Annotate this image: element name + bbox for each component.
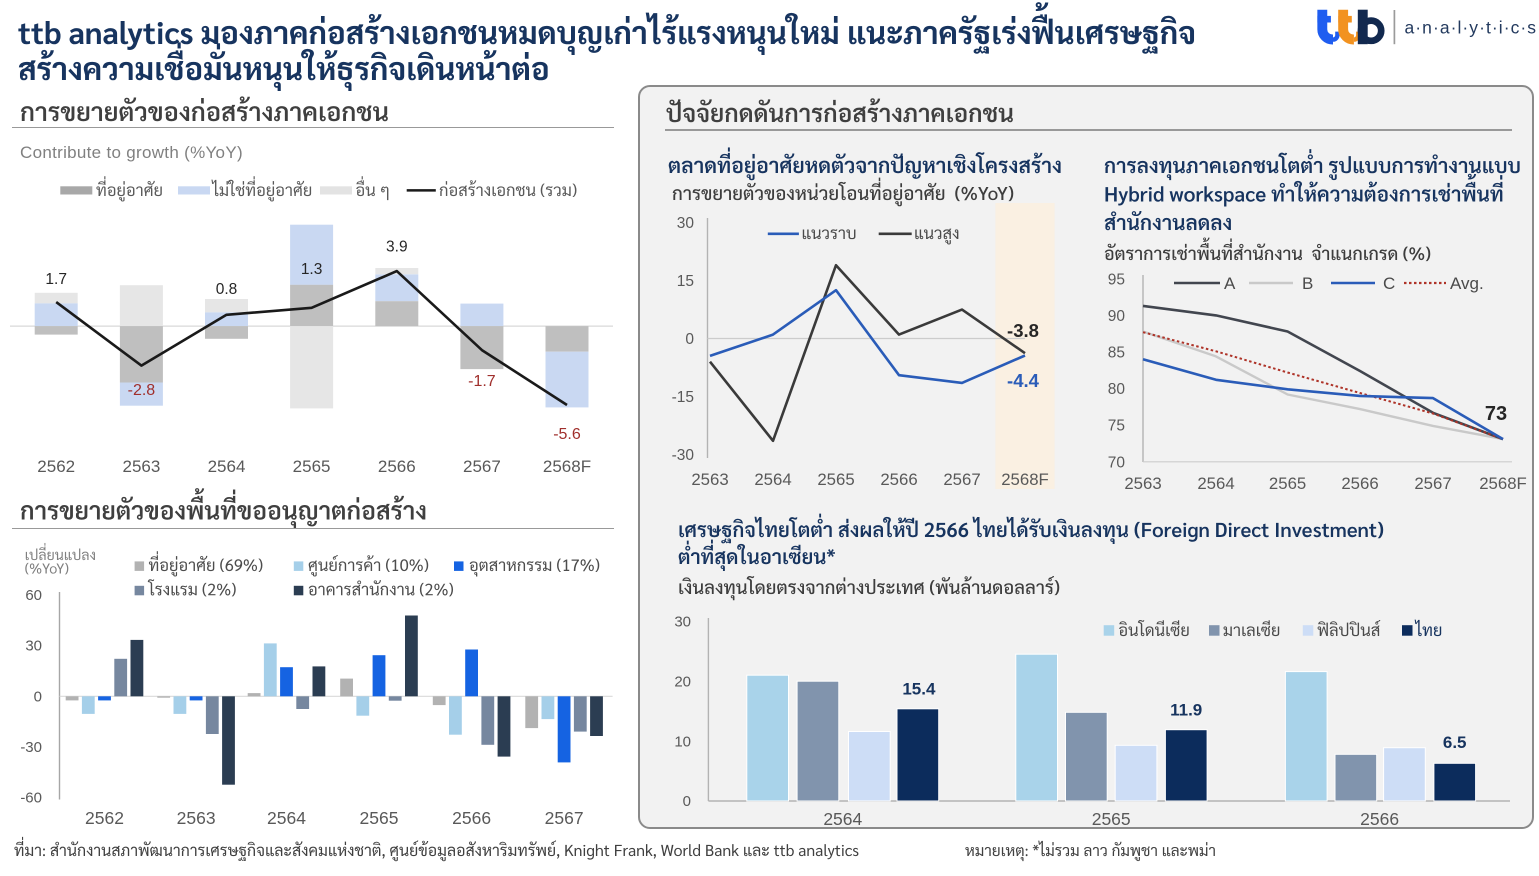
svg-text:3.9: 3.9: [386, 239, 408, 256]
svg-text:2567: 2567: [463, 457, 501, 476]
svg-text:2566: 2566: [378, 457, 416, 476]
svg-text:-5.6: -5.6: [553, 426, 581, 443]
svg-text:2568F: 2568F: [543, 457, 591, 476]
svg-text:20: 20: [674, 673, 691, 690]
svg-text:2566: 2566: [1360, 809, 1399, 829]
svg-text:2563: 2563: [122, 457, 160, 476]
svg-text:2566: 2566: [452, 808, 491, 828]
svg-text:2564: 2564: [208, 457, 246, 476]
svg-text:2564: 2564: [754, 470, 791, 489]
svg-text:Avg.: Avg.: [1450, 274, 1484, 293]
svg-text:15: 15: [677, 273, 694, 290]
svg-text:10: 10: [674, 733, 691, 750]
svg-text:90: 90: [1108, 308, 1126, 325]
svg-text:60: 60: [25, 587, 42, 604]
svg-text:2563: 2563: [691, 470, 728, 489]
svg-text:2565: 2565: [360, 808, 399, 828]
svg-text:a·n·a·l·y·t·i·c·s: a·n·a·l·y·t·i·c·s: [1405, 18, 1538, 38]
svg-text:73: 73: [1485, 403, 1507, 425]
svg-text:0: 0: [683, 793, 691, 810]
svg-text:2563: 2563: [177, 808, 216, 828]
svg-text:1.3: 1.3: [301, 261, 323, 278]
svg-text:95: 95: [1108, 271, 1125, 288]
svg-text:A: A: [1224, 274, 1236, 293]
svg-text:0: 0: [34, 688, 42, 705]
svg-text:2566: 2566: [880, 470, 917, 489]
svg-text:70: 70: [1108, 454, 1126, 471]
svg-text:2568F: 2568F: [1001, 470, 1049, 489]
svg-text:2565: 2565: [293, 457, 331, 476]
svg-text:0.8: 0.8: [216, 281, 238, 298]
svg-text:2567: 2567: [1414, 474, 1451, 493]
svg-text:-4.4: -4.4: [1007, 370, 1040, 391]
svg-text:30: 30: [25, 638, 42, 655]
svg-text:2562: 2562: [37, 457, 75, 476]
svg-text:11.9: 11.9: [1170, 700, 1202, 719]
svg-text:2564: 2564: [267, 808, 306, 828]
svg-text:2565: 2565: [1092, 809, 1131, 829]
svg-text:2568F: 2568F: [1479, 474, 1527, 493]
svg-text:-3.8: -3.8: [1007, 320, 1039, 341]
svg-text:2563: 2563: [1124, 474, 1161, 493]
svg-text:2567: 2567: [545, 808, 584, 828]
svg-text:2564: 2564: [823, 809, 862, 829]
svg-text:-60: -60: [20, 790, 42, 807]
svg-text:-1.7: -1.7: [468, 373, 496, 390]
svg-text:15.4: 15.4: [902, 680, 936, 699]
svg-text:1.7: 1.7: [45, 271, 67, 288]
svg-text:2562: 2562: [85, 808, 124, 828]
svg-text:Contribute to growth (%YoY): Contribute to growth (%YoY): [20, 143, 243, 162]
svg-text:2567: 2567: [943, 470, 980, 489]
svg-text:30: 30: [677, 215, 695, 232]
svg-text:2565: 2565: [1269, 474, 1306, 493]
svg-text:80: 80: [1108, 381, 1126, 398]
svg-text:B: B: [1302, 274, 1313, 293]
svg-text:C: C: [1383, 274, 1395, 293]
svg-text:-15: -15: [672, 389, 694, 406]
svg-text:2566: 2566: [1341, 474, 1378, 493]
svg-text:2564: 2564: [1197, 474, 1234, 493]
svg-text:30: 30: [674, 614, 691, 631]
svg-text:75: 75: [1108, 418, 1125, 435]
svg-text:-2.8: -2.8: [128, 382, 156, 399]
svg-text:2565: 2565: [817, 470, 854, 489]
svg-text:-30: -30: [20, 739, 42, 756]
svg-text:-30: -30: [672, 447, 695, 464]
svg-text:85: 85: [1108, 345, 1125, 362]
svg-text:6.5: 6.5: [1443, 733, 1467, 752]
svg-text:0: 0: [685, 331, 694, 348]
